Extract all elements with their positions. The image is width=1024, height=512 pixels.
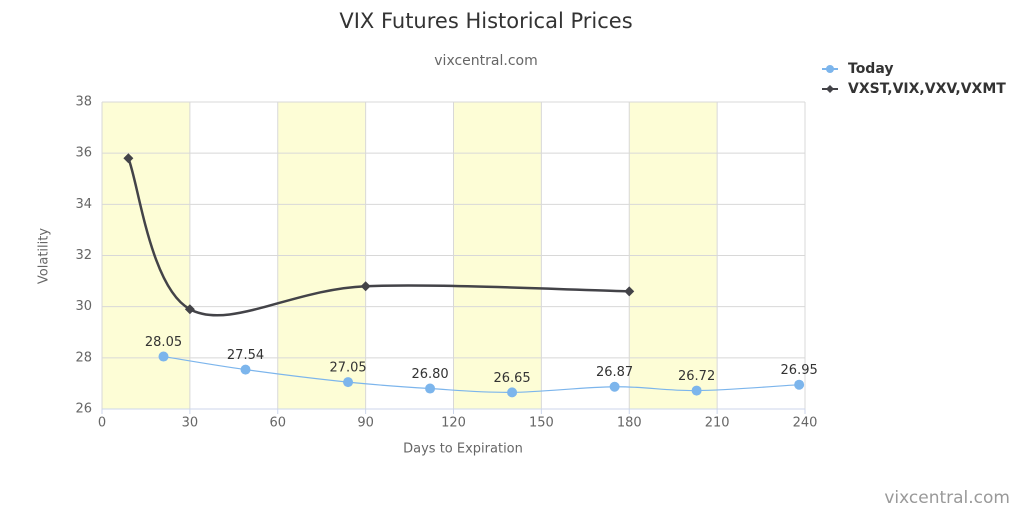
x-tick-label: 60: [269, 416, 286, 431]
x-tick-label: 210: [705, 416, 730, 431]
data-label: 26.80: [411, 367, 448, 382]
chart-title: VIX Futures Historical Prices: [339, 9, 632, 33]
x-tick-label: 240: [793, 416, 818, 431]
x-tick-label: 90: [357, 416, 374, 431]
point: [691, 385, 702, 396]
y-tick-label: 30: [75, 299, 92, 314]
legend-marker: [826, 85, 834, 93]
point: [425, 383, 436, 394]
point: [184, 304, 195, 315]
data-label: 28.05: [145, 335, 182, 350]
x-tick-label: 150: [529, 416, 554, 431]
x-tick-label: 180: [617, 416, 642, 431]
point: [158, 351, 169, 362]
y-tick-label: 28: [75, 350, 92, 365]
data-label: 27.05: [329, 361, 366, 376]
y-tick-label: 26: [75, 402, 92, 417]
y-tick-label: 36: [75, 146, 92, 161]
data-label: 26.72: [678, 369, 715, 384]
point: [624, 286, 635, 297]
x-axis-title: Days to Expiration: [403, 442, 523, 457]
data-label: 27.54: [227, 348, 264, 363]
point: [507, 387, 518, 398]
x-tick-label: 120: [441, 416, 466, 431]
y-tick-label: 38: [75, 95, 92, 110]
legend-marker: [826, 65, 834, 73]
legend-label: Today: [848, 61, 893, 77]
y-tick-label: 34: [75, 197, 92, 212]
data-label: 26.95: [781, 363, 818, 378]
x-tick-label: 0: [98, 416, 106, 431]
point: [240, 364, 251, 375]
y-axis-title: Volatility: [37, 228, 52, 284]
point: [343, 377, 354, 388]
chart-subtitle: vixcentral.com: [434, 53, 537, 69]
series-line: [127, 157, 630, 317]
point: [360, 281, 371, 292]
data-label: 26.87: [596, 365, 633, 380]
point: [794, 379, 805, 390]
y-tick-label: 32: [75, 248, 92, 263]
credit: vixcentral.com: [884, 488, 1010, 508]
data-label: 26.65: [493, 371, 530, 386]
legend-label: VXST,VIX,VXV,VXMT: [848, 81, 1006, 97]
x-tick-label: 30: [182, 416, 199, 431]
point: [609, 381, 620, 392]
point: [123, 153, 134, 164]
